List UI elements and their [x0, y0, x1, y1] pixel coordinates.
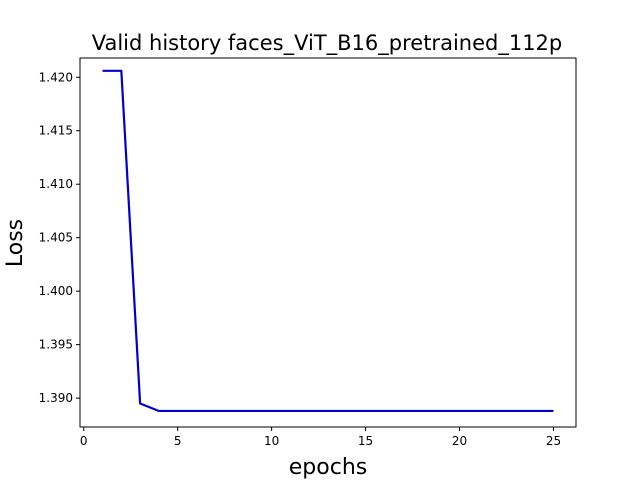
chart-title: Valid history faces_ViT_B16_pretrained_1… — [92, 31, 563, 56]
x-tick-label: 20 — [452, 434, 467, 448]
x-tick-label: 5 — [174, 434, 182, 448]
y-tick-label: 1.410 — [39, 177, 73, 191]
y-tick-label: 1.395 — [39, 338, 73, 352]
plot-frame — [79, 57, 577, 428]
y-tick-label: 1.390 — [39, 391, 73, 405]
x-tick-label: 15 — [358, 434, 373, 448]
y-tick-label: 1.415 — [39, 124, 73, 138]
y-tick-label: 1.420 — [39, 70, 73, 84]
y-tick-label: 1.400 — [39, 284, 73, 298]
x-tick-label: 10 — [264, 434, 279, 448]
y-tick-label: 1.405 — [39, 231, 73, 245]
x-tick-label: 0 — [80, 434, 88, 448]
x-tick-label: 25 — [546, 434, 561, 448]
plot-area — [102, 69, 554, 413]
y-axis: 1.390 1.395 1.400 1.405 1.410 1.415 1.420 — [39, 70, 80, 405]
y-axis-label: Loss — [3, 219, 28, 267]
x-axis-label: epochs — [289, 455, 367, 480]
x-axis: 0 5 10 15 20 25 — [80, 427, 561, 448]
series-line-0 — [102, 69, 554, 413]
